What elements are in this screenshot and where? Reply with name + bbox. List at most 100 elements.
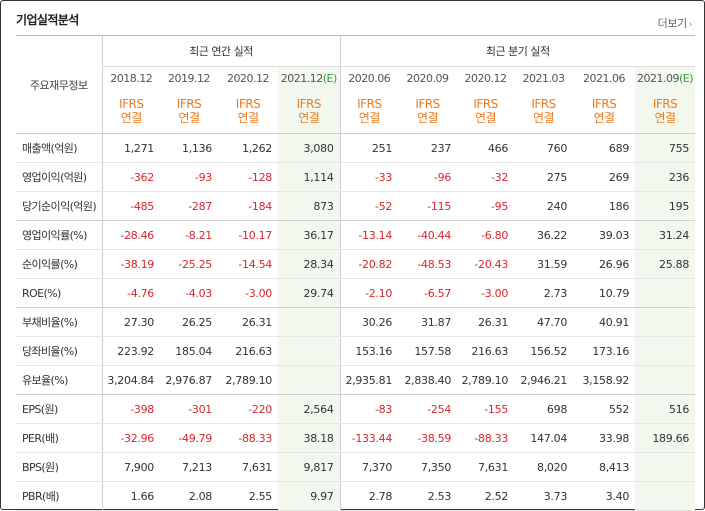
table-cell: 186	[573, 191, 636, 221]
row-label: 영업이익(억원)	[16, 162, 103, 192]
ifrs-basis-label: IFRS 연결	[278, 89, 341, 134]
annual-group-header: 최근 연간 실적	[102, 35, 341, 67]
period-header: 2021.06	[583, 71, 626, 85]
period-header: 2021.12(E)	[278, 66, 341, 89]
table-cell: 1,262	[218, 133, 278, 163]
table-cell: 873	[278, 191, 341, 221]
ifrs-basis-label: IFRS 연결	[102, 89, 160, 134]
table-cell: 3.40	[573, 481, 636, 511]
table-cell: -10.17	[218, 220, 278, 250]
table-cell: 269	[573, 162, 636, 192]
table-cell: -254	[398, 394, 458, 424]
table-cell	[278, 365, 341, 395]
corner-label: 주요재무정보	[16, 35, 103, 134]
table-cell: 7,213	[160, 452, 218, 482]
table-row: PBR(배) 1.66 2.08 2.55 9.97 2.78 2.53 2.52 3.73 3.…	[16, 481, 696, 511]
table-cell: 2,976.87	[160, 365, 218, 395]
row-label: 당기순이익(억원)	[16, 191, 103, 221]
table-cell: -96	[398, 162, 458, 192]
table-cell: 7,631	[457, 452, 515, 482]
row-label: 매출액(억원)	[16, 133, 103, 163]
table-cell: 7,370	[340, 452, 399, 482]
table-cell: 156.52	[514, 336, 574, 366]
table-cell: -83	[340, 394, 399, 424]
table-cell: 7,631	[218, 452, 278, 482]
table-cell: 36.17	[278, 220, 341, 250]
table-cell: -33	[340, 162, 399, 192]
row-label: 영업이익률(%)	[16, 220, 103, 250]
more-label[interactable]: 더보기	[657, 17, 688, 30]
table-cell: -287	[160, 191, 218, 221]
table-cell: 9,817	[278, 452, 341, 482]
period-header: 2018.12	[110, 71, 153, 85]
table-cell: 1,114	[278, 162, 341, 192]
table-row: 부채비율(%) 27.30 26.25 26.31 30.26 31.87 26.31 47.…	[16, 307, 696, 337]
table-cell: -8.21	[160, 220, 218, 250]
table-cell: 26.96	[573, 249, 636, 279]
table-cell	[278, 307, 341, 337]
table-row: BPS(원) 7,900 7,213 7,631 9,817 7,370 7,350 7,63…	[16, 452, 696, 482]
row-label: PBR(배)	[16, 481, 103, 511]
ifrs-basis-label: IFRS 연결	[340, 89, 399, 134]
ifrs-basis-label: IFRS 연결	[398, 89, 458, 134]
table-cell: -4.03	[160, 278, 218, 308]
table-cell: 3,204.84	[102, 365, 160, 395]
table-cell: -6.80	[457, 220, 515, 250]
table-cell: 2,564	[278, 394, 341, 424]
table-cell: 1.66	[102, 481, 160, 511]
table-cell: 189.66	[635, 423, 696, 453]
table-cell: -40.44	[398, 220, 458, 250]
table-cell: 1,136	[160, 133, 218, 163]
table-cell	[635, 365, 696, 395]
quarterly-group-header: 최근 분기 실적	[340, 35, 696, 67]
table-cell: 26.31	[218, 307, 278, 337]
table-cell: 236	[635, 162, 696, 192]
table-cell: 216.63	[218, 336, 278, 366]
table-cell: 251	[340, 133, 399, 163]
table-cell: -32.96	[102, 423, 160, 453]
table-cell: -115	[398, 191, 458, 221]
table-cell: 27.30	[102, 307, 160, 337]
table-cell: -49.79	[160, 423, 218, 453]
table-cell: 31.59	[514, 249, 574, 279]
row-label: PER(배)	[16, 423, 103, 453]
table-cell: 237	[398, 133, 458, 163]
table-cell: -20.82	[340, 249, 399, 279]
ifrs-basis-label: IFRS 연결	[160, 89, 218, 134]
table-cell: -485	[102, 191, 160, 221]
more-link[interactable]: 더보기 ›	[657, 15, 693, 31]
period-header: 2020.06	[348, 71, 391, 85]
table-cell: -362	[102, 162, 160, 192]
table-cell: 30.26	[340, 307, 399, 337]
table-cell: -184	[218, 191, 278, 221]
table-cell: 2,946.21	[514, 365, 574, 395]
table-cell: 8,020	[514, 452, 574, 482]
table-cell: -20.43	[457, 249, 515, 279]
table-cell	[635, 481, 696, 511]
table-cell: 552	[573, 394, 636, 424]
table-cell: 240	[514, 191, 574, 221]
table-cell	[635, 278, 696, 308]
table-cell: 195	[635, 191, 696, 221]
table-cell: -88.33	[457, 423, 515, 453]
table-cell: 29.74	[278, 278, 341, 308]
table-cell: 223.92	[102, 336, 160, 366]
period-header: 2021.03	[522, 71, 566, 85]
table-cell: -301	[160, 394, 218, 424]
ifrs-basis-label: IFRS 연결	[573, 89, 636, 134]
table-cell: 26.31	[457, 307, 515, 337]
table-cell: -133.44	[340, 423, 399, 453]
table-cell: 157.58	[398, 336, 458, 366]
table-cell: 2,789.10	[218, 365, 278, 395]
table-cell: 760	[514, 133, 574, 163]
table-cell: 698	[514, 394, 574, 424]
table-cell: 2.78	[340, 481, 399, 511]
table-cell: 47.70	[514, 307, 574, 337]
ifrs-basis-label: IFRS 연결	[218, 89, 278, 134]
financial-table: 주요재무정보 최근 연간 실적 최근 분기 실적 2018.12 2019.12 2…	[16, 35, 696, 511]
ifrs-basis-label: IFRS 연결	[457, 89, 515, 134]
table-cell: 3.73	[514, 481, 574, 511]
row-label: BPS(원)	[16, 452, 103, 482]
period-header: 2021.09(E)	[635, 66, 696, 89]
